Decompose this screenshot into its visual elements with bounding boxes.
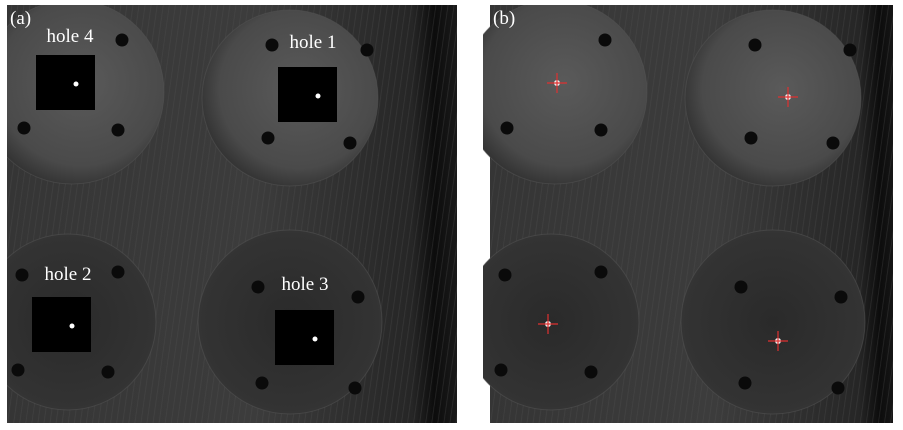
mounting-hole xyxy=(262,132,275,145)
mounting-hole xyxy=(501,122,514,135)
roi-window xyxy=(32,297,91,352)
mounting-hole xyxy=(739,377,752,390)
mounting-hole xyxy=(599,34,612,47)
mounting-hole xyxy=(12,364,25,377)
panel-label: (a) xyxy=(10,8,31,29)
mounting-hole xyxy=(832,382,845,395)
hole-label: hole 1 xyxy=(290,32,337,53)
mounting-hole xyxy=(827,137,840,150)
bowl xyxy=(463,0,647,184)
mounting-hole xyxy=(256,377,269,390)
mounting-hole xyxy=(499,269,512,282)
bowl xyxy=(685,10,861,186)
page: (a)hole 4hole 1hole 2hole 3 (b) (() => {… xyxy=(0,0,903,425)
mounting-hole xyxy=(112,124,125,137)
mounting-hole xyxy=(349,382,362,395)
roi-window xyxy=(278,67,337,122)
mounting-hole xyxy=(585,366,598,379)
mounting-hole xyxy=(344,137,357,150)
photo xyxy=(463,0,900,423)
spot xyxy=(316,94,321,99)
hole-label: hole 2 xyxy=(45,264,92,285)
mounting-hole xyxy=(749,39,762,52)
mounting-hole xyxy=(735,281,748,294)
mounting-hole xyxy=(102,366,115,379)
mounting-hole xyxy=(835,291,848,304)
mounting-hole xyxy=(352,291,365,304)
figure: (a) hole 4 hole 1 hole 2 hole 3 (b) xyxy=(0,0,903,425)
mounting-hole xyxy=(495,364,508,377)
roi-window xyxy=(275,310,334,365)
roi-window xyxy=(36,55,95,110)
hole-label: hole 4 xyxy=(47,26,94,47)
hole-label: hole 3 xyxy=(282,274,329,295)
mounting-hole xyxy=(595,266,608,279)
mounting-hole xyxy=(116,34,129,47)
spot xyxy=(70,324,75,329)
mounting-hole xyxy=(844,44,857,57)
bowl xyxy=(463,234,639,410)
mounting-hole xyxy=(595,124,608,137)
mounting-hole xyxy=(361,44,374,57)
panel-a: (a) hole 4 hole 1 hole 2 hole 3 xyxy=(0,0,457,423)
mounting-hole xyxy=(745,132,758,145)
mounting-hole xyxy=(112,266,125,279)
spot xyxy=(74,82,79,87)
spot xyxy=(313,337,318,342)
panel-b: (b) xyxy=(463,0,900,423)
panel-label: (b) xyxy=(493,8,515,29)
mounting-hole xyxy=(252,281,265,294)
mounting-hole xyxy=(266,39,279,52)
mounting-hole xyxy=(18,122,31,135)
mounting-hole xyxy=(16,269,29,282)
